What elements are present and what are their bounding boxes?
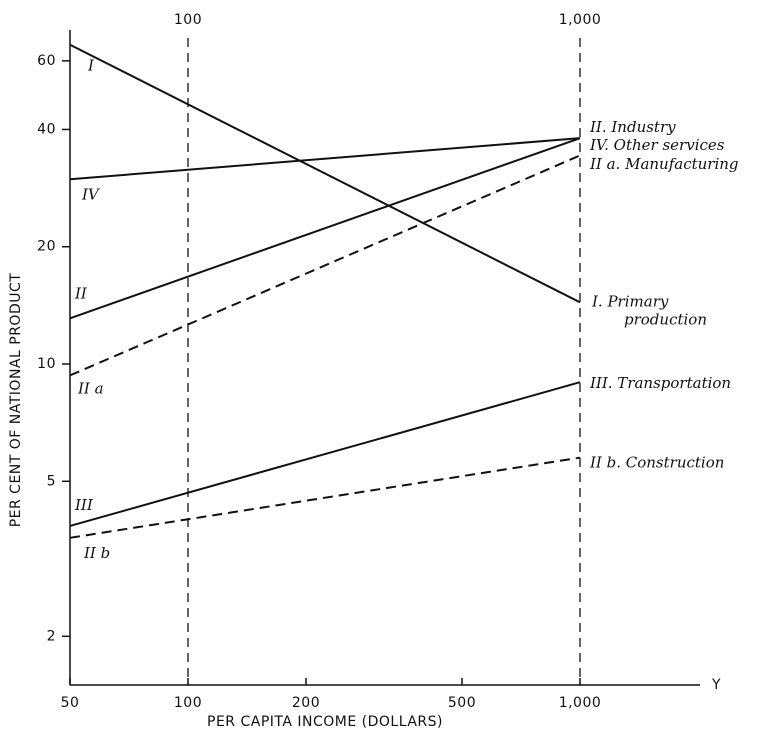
series-end-label: II a. Manufacturing xyxy=(589,155,739,173)
series-end-label: II b. Construction xyxy=(589,454,724,472)
y-axis-label: PER CENT OF NATIONAL PRODUCT xyxy=(8,273,24,528)
x-axis-label: PER CAPITA INCOME (DOLLARS) xyxy=(207,714,443,730)
y-tick-label: 2 xyxy=(47,628,56,644)
x-tick-label: 50 xyxy=(61,695,80,711)
series-start-label: II b xyxy=(83,544,110,562)
y-tick-label: 5 xyxy=(47,473,56,489)
x-tick-label: 100 xyxy=(174,695,202,711)
x-tick-label: 1,000 xyxy=(559,695,602,711)
series-end-label: I. Primary xyxy=(591,292,669,310)
series-start-label: II a xyxy=(77,379,104,397)
x-tick-label: 200 xyxy=(292,695,320,711)
series-start-label: IV xyxy=(81,185,101,203)
x-axis-end-label: Y xyxy=(711,677,721,693)
series-end-label: III. Transportation xyxy=(589,374,731,392)
y-tick-label: 60 xyxy=(37,53,56,69)
top-tick-label: 100 xyxy=(174,12,202,28)
x-tick-label: 500 xyxy=(448,695,476,711)
series-line xyxy=(70,138,580,318)
y-tick-label: 40 xyxy=(37,121,56,137)
series-end-label: production xyxy=(624,310,707,328)
series-start-label: III xyxy=(74,496,94,514)
series-start-label: I xyxy=(87,57,95,75)
chart: Y PER CAPITA INCOME (DOLLARS) PER CENT O… xyxy=(0,0,767,736)
series-line xyxy=(70,458,580,538)
top-tick-label: 1,000 xyxy=(559,12,602,28)
series-end-label: II. Industry xyxy=(589,118,676,136)
y-tick-label: 10 xyxy=(37,356,56,372)
series-end-label: IV. Other services xyxy=(589,136,725,154)
series-line xyxy=(70,382,580,526)
series-line xyxy=(70,155,580,375)
y-tick-label: 20 xyxy=(37,239,56,255)
series-start-label: II xyxy=(74,284,88,302)
